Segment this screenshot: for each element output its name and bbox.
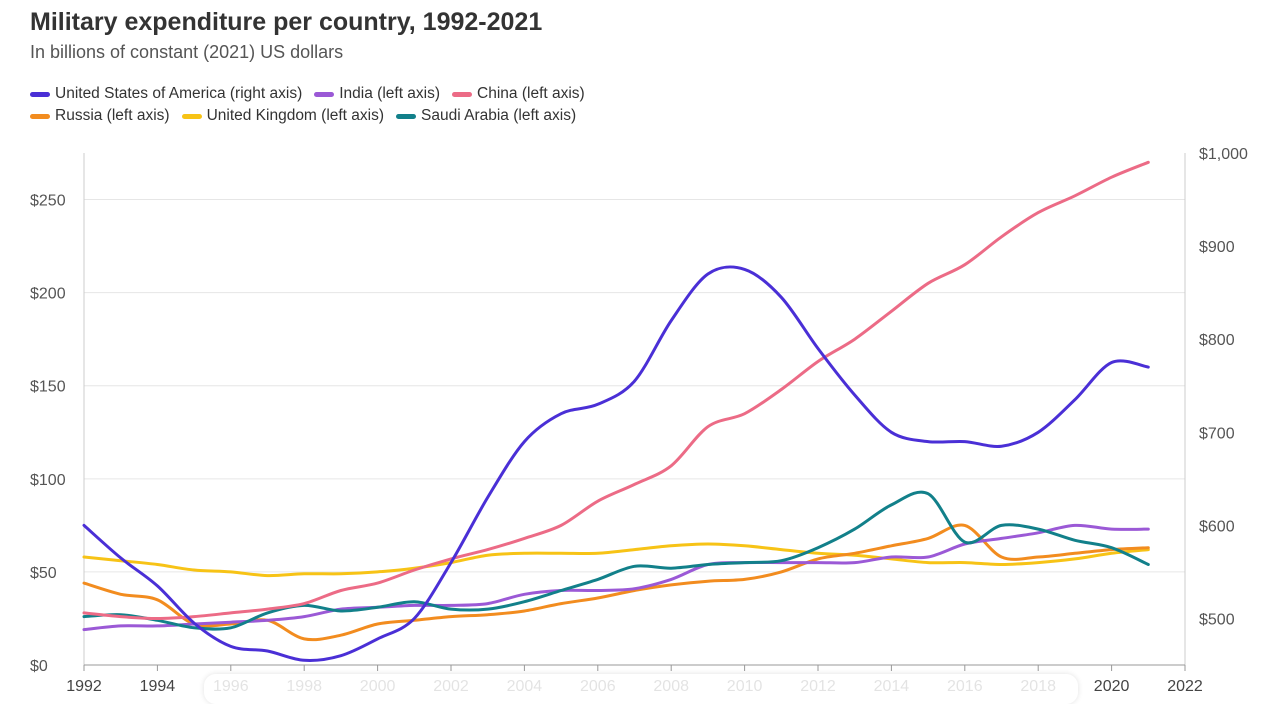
- legend-swatch: [30, 113, 50, 119]
- y-left-tick-label: $150: [30, 379, 66, 396]
- legend-swatch: [30, 91, 50, 97]
- y-left-tick-label: $50: [30, 565, 57, 582]
- y-left-tick-label: $250: [30, 193, 66, 210]
- legend: United States of America (right axis) In…: [30, 83, 930, 127]
- legend-item-saudi-arabia[interactable]: Saudi Arabia (left axis): [396, 107, 576, 125]
- y-right-tick-label: $700: [1199, 425, 1235, 442]
- legend-label: India (left axis): [339, 85, 441, 102]
- legend-item-russia[interactable]: Russia (left axis): [30, 107, 170, 125]
- legend-label: Saudi Arabia (left axis): [421, 107, 577, 124]
- y-right-tick-label: $500: [1199, 611, 1235, 628]
- x-tick-label: 2020: [1094, 678, 1130, 695]
- series-line-usa[interactable]: [82, 265, 1150, 662]
- legend-swatch: [396, 113, 417, 119]
- legend-swatch: [181, 113, 202, 119]
- series-line-uk[interactable]: [82, 542, 1150, 578]
- legend-swatch: [314, 91, 335, 97]
- x-tick-label: 1992: [66, 678, 102, 695]
- legend-row-2: Russia (left axis) United Kingdom (left …: [30, 105, 930, 127]
- x-tick-label: 2022: [1167, 678, 1203, 695]
- legend-item-india[interactable]: India (left axis): [314, 85, 440, 103]
- legend-item-usa[interactable]: United States of America (right axis): [30, 85, 302, 103]
- y-left-tick-label: $100: [30, 472, 66, 489]
- y-left-tick-label: $200: [30, 286, 66, 303]
- legend-label: United Kingdom (left axis): [206, 107, 385, 124]
- y-right-tick-label: $900: [1199, 239, 1235, 256]
- series-line-china[interactable]: [82, 160, 1150, 620]
- legend-label: China (left axis): [477, 85, 585, 102]
- legend-swatch: [452, 91, 473, 97]
- legend-item-china[interactable]: China (left axis): [452, 85, 585, 103]
- legend-row-1: United States of America (right axis) In…: [30, 83, 930, 105]
- range-scrollbar[interactable]: [204, 674, 1078, 704]
- y-right-tick-label: $800: [1199, 332, 1235, 349]
- legend-item-uk[interactable]: United Kingdom (left axis): [181, 107, 385, 125]
- y-right-tick-label: $1,000: [1199, 146, 1248, 163]
- legend-label: United States of America (right axis): [55, 85, 303, 102]
- legend-label: Russia (left axis): [55, 107, 170, 124]
- series-line-saudi-arabia[interactable]: [82, 490, 1150, 631]
- chart-title: Military expenditure per country, 1992-2…: [30, 8, 543, 36]
- x-tick-label: 1994: [140, 678, 176, 695]
- y-left-tick-label: $0: [30, 658, 48, 675]
- chart-subtitle: In billions of constant (2021) US dollar…: [30, 42, 344, 62]
- series-line-india[interactable]: [82, 523, 1150, 632]
- y-right-tick-label: $600: [1199, 518, 1235, 535]
